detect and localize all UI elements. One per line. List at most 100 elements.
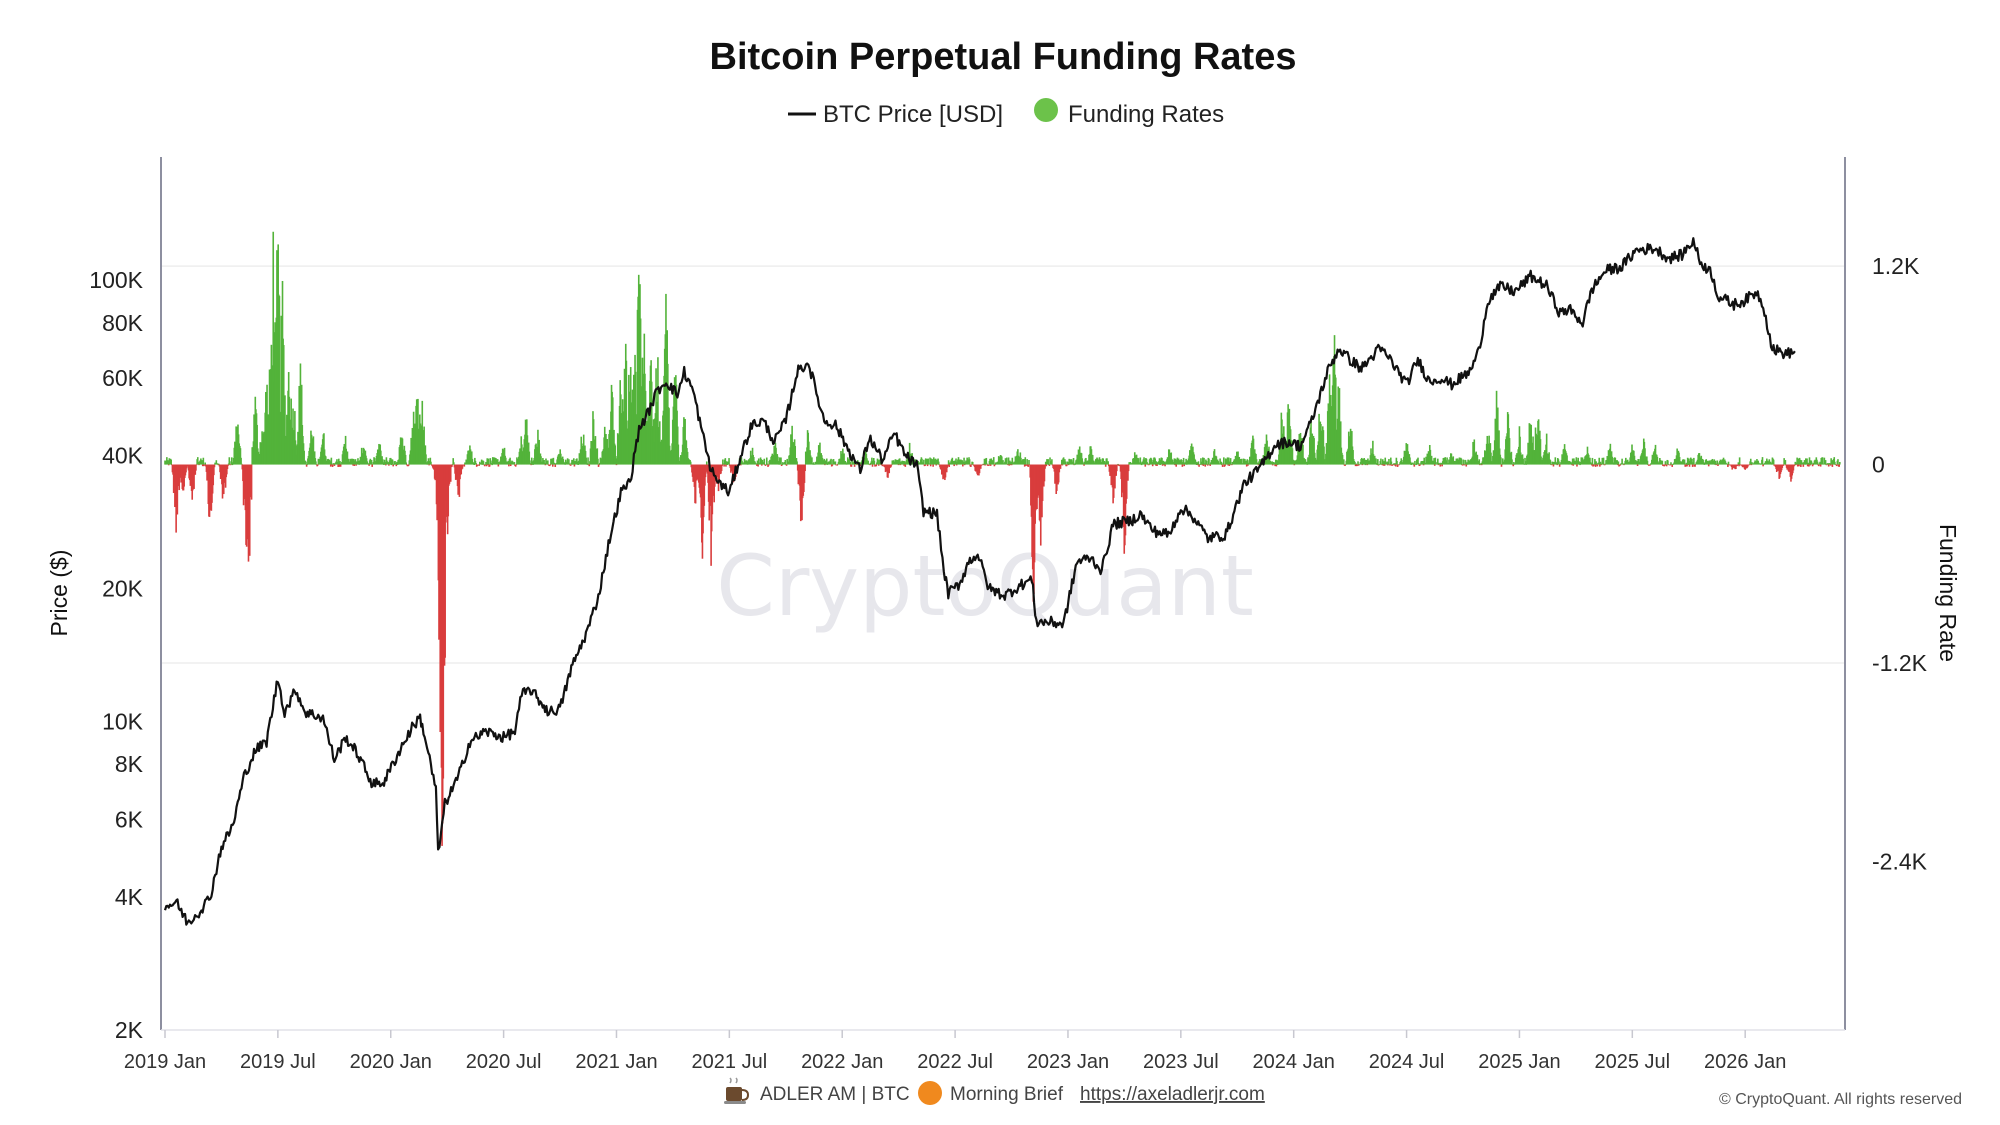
funding-bar <box>1010 464 1013 466</box>
right-tick-label: -2.4K <box>1872 848 1928 874</box>
funding-bar <box>327 458 330 465</box>
funding-bar <box>1005 457 1008 465</box>
funding-bar <box>458 464 461 497</box>
funding-bar <box>496 459 499 465</box>
funding-bar <box>1501 458 1504 465</box>
funding-bar <box>487 464 489 466</box>
funding-bar <box>1702 459 1704 465</box>
funding-bar <box>722 459 724 465</box>
funding-bar <box>881 464 884 467</box>
footer-link[interactable]: https://axeladlerjr.com <box>1080 1084 1265 1105</box>
funding-bar <box>868 463 870 465</box>
funding-bar <box>1434 457 1437 465</box>
funding-bar <box>1011 457 1014 465</box>
funding-bar <box>767 464 769 467</box>
funding-bar <box>1682 459 1685 465</box>
funding-bar <box>784 460 787 465</box>
funding-bar <box>1201 464 1203 466</box>
funding-bar <box>300 384 303 465</box>
left-axis-ticks: 2K 4K 6K 8K 10K 20K 40K 60K 80K 100K <box>89 267 143 1043</box>
funding-bar <box>1064 461 1067 465</box>
funding-bar <box>1135 454 1138 465</box>
funding-bar <box>1830 460 1833 465</box>
funding-bar <box>1616 460 1618 465</box>
funding-bar <box>486 458 489 465</box>
funding-bar <box>355 464 357 466</box>
funding-bar <box>811 457 813 465</box>
funding-bar <box>428 464 430 466</box>
funding-bar <box>1161 464 1164 466</box>
funding-bar <box>1117 463 1119 465</box>
funding-bar <box>1273 462 1276 465</box>
funding-bar <box>1455 458 1458 465</box>
funding-bar <box>856 464 858 466</box>
funding-bar <box>1550 464 1553 466</box>
funding-bar <box>549 464 552 466</box>
funding-bar <box>1354 461 1356 465</box>
funding-bar <box>1663 464 1666 466</box>
funding-bar <box>1762 464 1764 467</box>
funding-bar <box>1156 462 1159 465</box>
funding-bar <box>1271 464 1274 466</box>
funding-bar <box>1736 464 1738 467</box>
funding-bar <box>983 464 985 466</box>
funding-bar <box>1576 464 1578 467</box>
funding-bar <box>1197 464 1199 466</box>
funding-bar <box>532 464 534 465</box>
funding-bar <box>677 444 680 465</box>
funding-bar <box>1025 464 1028 466</box>
funding-bar <box>1206 464 1209 466</box>
funding-bar <box>404 454 407 465</box>
funding-bar <box>955 464 958 466</box>
funding-bar <box>741 462 744 465</box>
funding-bar <box>1257 464 1260 466</box>
left-tick-label: 80K <box>102 310 144 336</box>
funding-bar <box>853 461 855 465</box>
funding-bar <box>394 461 396 465</box>
funding-bar <box>1478 459 1481 465</box>
funding-bar <box>951 457 954 465</box>
funding-bar <box>1272 462 1275 465</box>
funding-bar <box>393 464 395 465</box>
funding-bar <box>1558 461 1560 465</box>
funding-bar <box>195 464 197 471</box>
funding-bar <box>924 464 926 466</box>
funding-bar <box>167 464 170 466</box>
funding-bar <box>472 462 475 465</box>
funding-bar <box>1048 464 1051 466</box>
funding-bar <box>1007 464 1009 466</box>
funding-bar <box>193 464 195 489</box>
x-tick-label: 2020 Jan <box>350 1051 432 1073</box>
funding-bar <box>1574 460 1576 465</box>
funding-bar <box>1383 461 1385 465</box>
funding-bar <box>1571 464 1573 466</box>
funding-bar <box>395 464 398 467</box>
funding-bar <box>1738 457 1741 465</box>
left-tick-label: 40K <box>102 443 144 469</box>
funding-bar <box>1468 460 1471 465</box>
funding-bar <box>1310 419 1312 465</box>
funding-bar <box>1181 464 1184 467</box>
funding-bar <box>1829 464 1832 466</box>
funding-bar <box>1271 461 1273 465</box>
funding-bar <box>389 457 392 465</box>
funding-bar <box>449 464 452 482</box>
x-tick-label: 2024 Jan <box>1253 1051 1335 1073</box>
funding-bar <box>947 464 949 466</box>
funding-bar <box>1116 464 1119 466</box>
funding-bar <box>396 461 398 465</box>
funding-bar <box>1558 464 1561 467</box>
funding-bar <box>1174 464 1176 466</box>
funding-bar <box>1693 457 1695 465</box>
funding-bar <box>786 458 788 465</box>
funding-bar <box>824 464 826 466</box>
funding-bar <box>721 464 724 466</box>
funding-bar <box>427 458 430 465</box>
funding-bar <box>1400 458 1403 465</box>
funding-bar <box>367 463 370 465</box>
funding-bar <box>566 458 569 465</box>
funding-bar <box>746 460 748 465</box>
funding-bar <box>1381 464 1383 466</box>
funding-bar <box>1170 452 1173 465</box>
funding-bar <box>804 464 806 472</box>
